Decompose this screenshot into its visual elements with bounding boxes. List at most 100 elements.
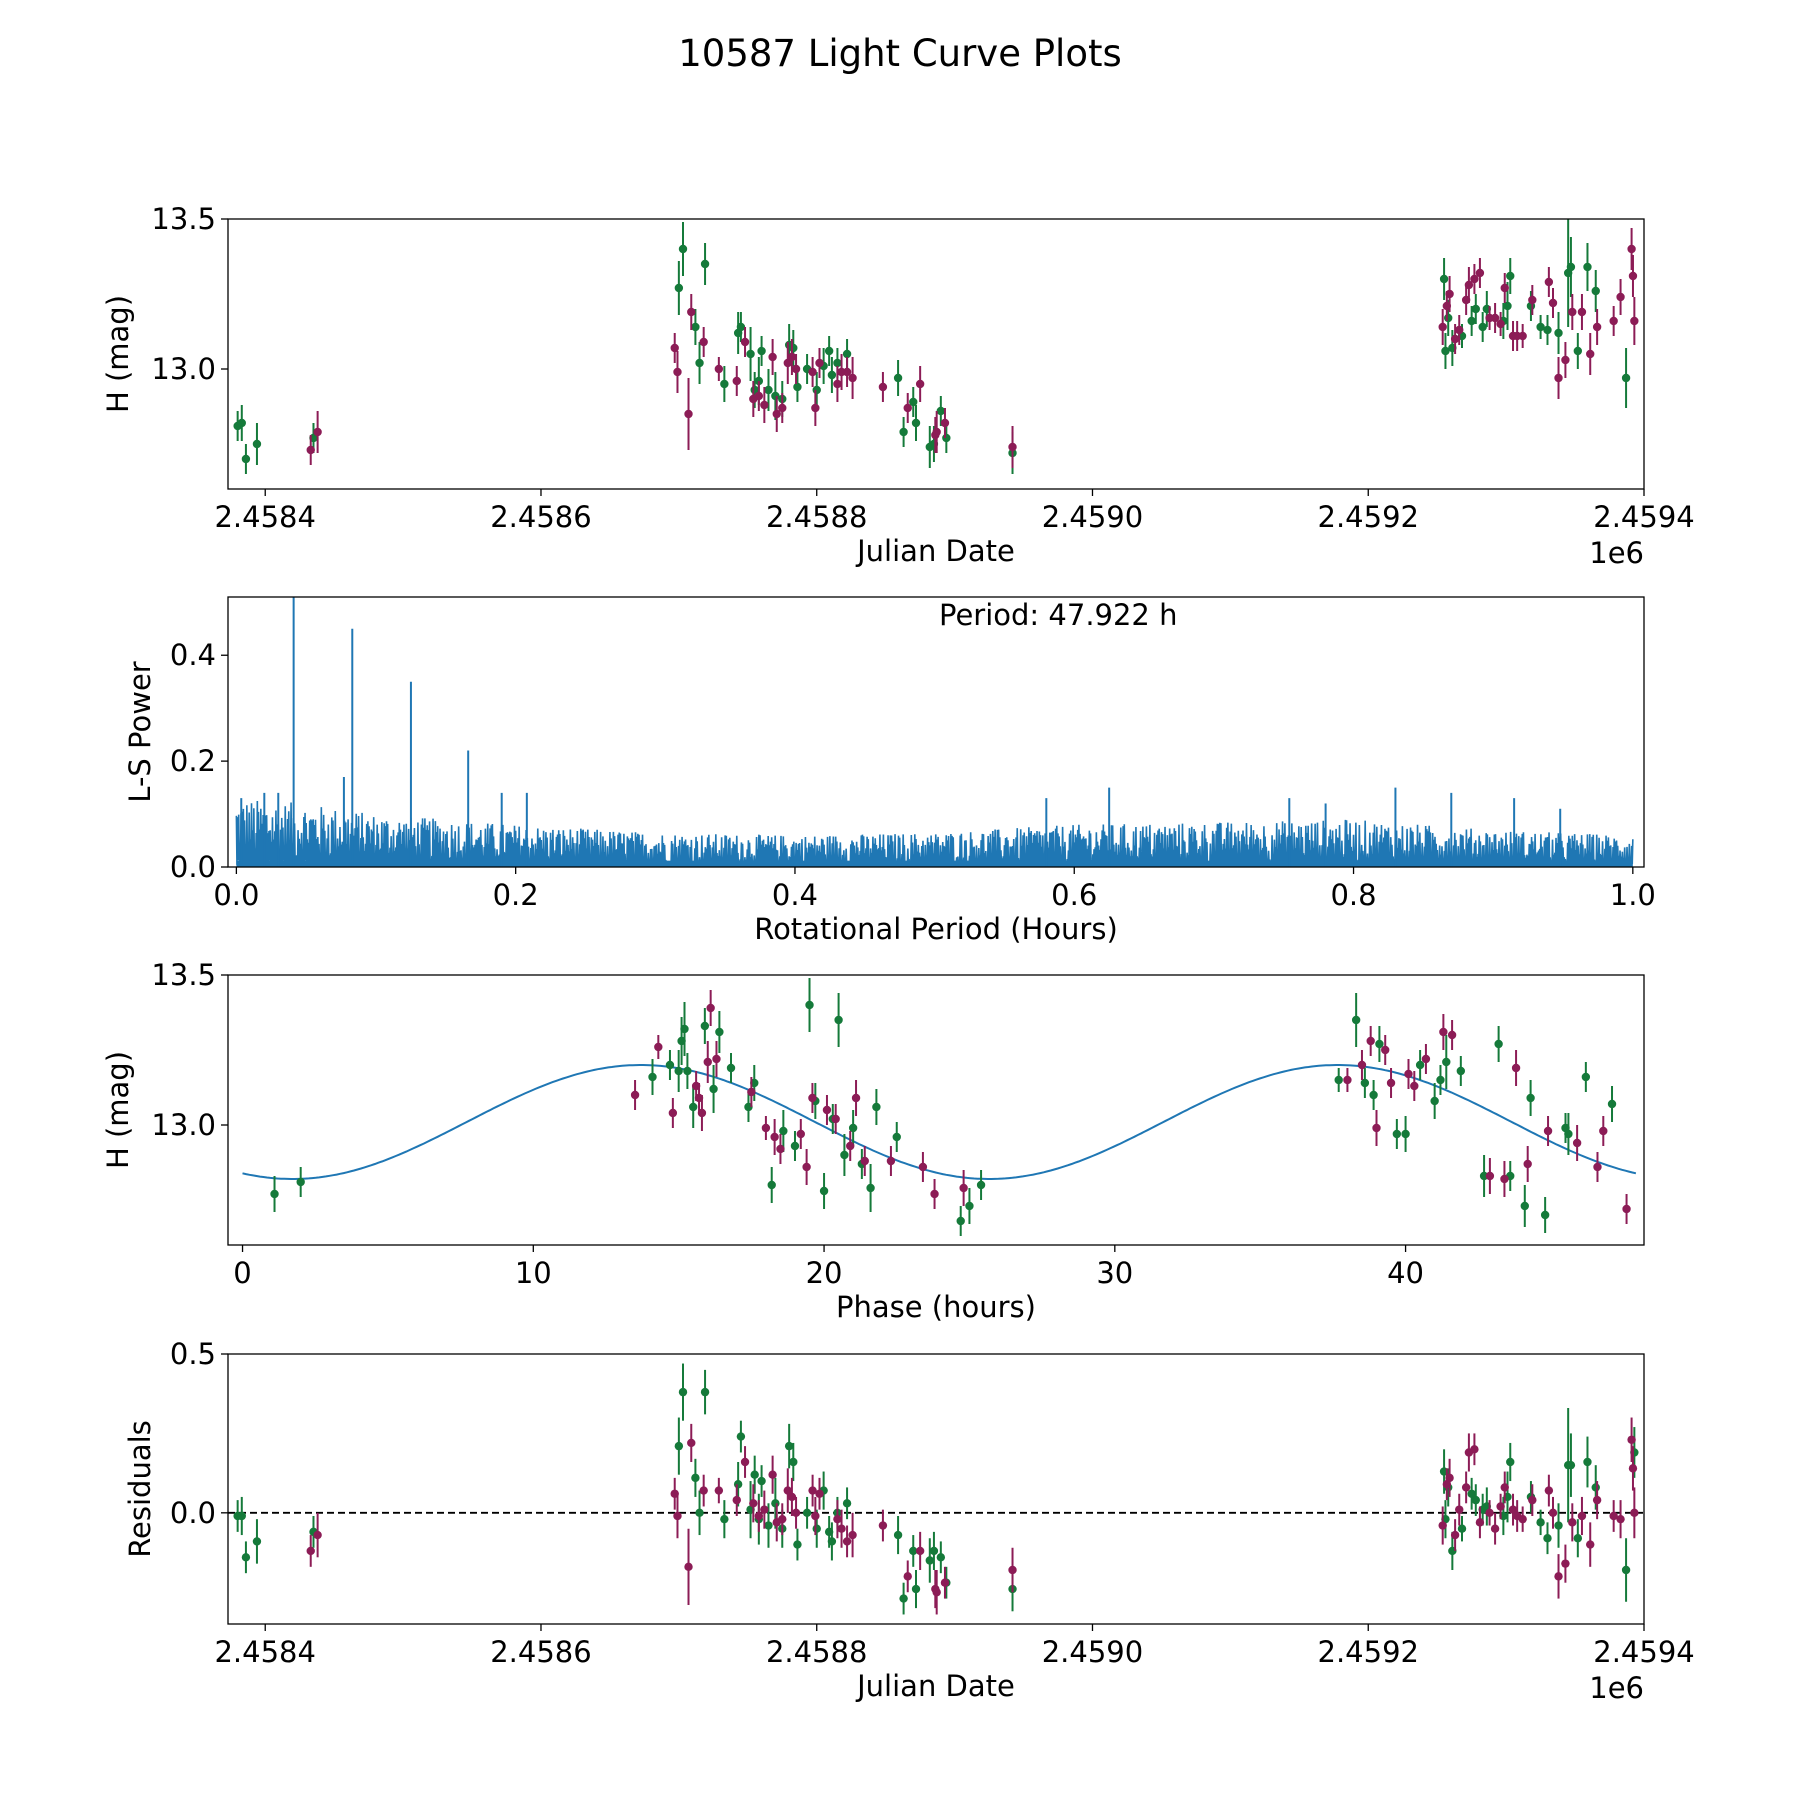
data-point [252,439,262,449]
data-point [784,1441,794,1451]
data-point [1401,1129,1410,1139]
data-point [976,1180,986,1190]
data-point [706,1003,715,1013]
data-point [846,1141,855,1151]
data-point [1410,1081,1419,1091]
data-point [764,1521,773,1530]
data-point [903,403,912,413]
plot-area-periodogram [235,597,1634,867]
data-point [306,1546,315,1556]
data-point [965,1201,974,1211]
data-point [237,1511,246,1521]
data-point [819,1186,829,1196]
data-point [840,1150,849,1160]
y-tick-label: 0.2 [170,744,216,778]
data-point [1343,1075,1352,1085]
data-point [790,1141,800,1151]
data-point [899,1594,908,1603]
data-point [687,307,696,317]
x-tick-label: 0.2 [493,878,539,912]
x-offset-text: 1e6 [1589,536,1644,570]
data-point [1536,322,1545,332]
data-point [1461,1483,1471,1492]
data-point [1621,373,1631,383]
data-point [1564,1129,1573,1139]
data-point [834,1015,843,1025]
data-point [842,1499,852,1508]
data-point [1456,1066,1466,1076]
data-point [936,406,946,416]
data-point [1572,1138,1582,1148]
data-point [915,1546,925,1556]
x-tick-label: 0.6 [1051,878,1097,912]
data-point [1630,1508,1639,1518]
data-point [925,1556,934,1565]
data-point [1577,1511,1587,1521]
data-point [932,427,941,437]
data-point [892,1132,901,1142]
data-point [802,1162,811,1172]
y-axis-label: L-S Power [123,661,157,802]
data-point [878,382,888,392]
data-point [851,1093,861,1103]
data-point [700,1021,710,1031]
data-point [1609,1511,1618,1521]
data-point [306,445,315,455]
fit-curve [242,1064,1637,1180]
data-point [754,1511,764,1521]
data-point [1528,295,1537,305]
y-tick-label: 0.5 [170,1337,216,1371]
data-point [909,397,918,407]
data-point [779,1126,788,1136]
data-point [1581,1072,1591,1082]
data-point [899,427,908,437]
data-point [1369,1090,1378,1100]
x-axis-label: Julian Date [855,534,1015,568]
data-point [1566,1460,1576,1470]
series-filter_b [306,228,1639,468]
x-tick-label: 2.4594 [1593,1635,1694,1669]
data-point [1561,1559,1570,1568]
data-point [837,1524,846,1533]
data-point [1628,1464,1638,1473]
data-point [678,1387,688,1397]
data-point [842,367,852,377]
data-point [670,343,679,353]
data-point [683,1066,692,1076]
data-point [770,1132,779,1142]
data-point [1470,1445,1479,1454]
x-axis-label: Rotational Period (Hours) [754,912,1118,946]
data-point [1544,1486,1554,1495]
data-point [1445,289,1454,299]
data-point [684,1562,693,1572]
data-point [648,1072,657,1082]
data-point [1500,1174,1509,1184]
x-tick-label: 2.4586 [490,1635,591,1669]
data-point [673,1511,682,1521]
data-point [1467,1489,1476,1498]
data-point [715,1027,724,1037]
data-point [678,244,688,254]
data-point [1573,1534,1583,1543]
data-point [878,1521,888,1530]
data-point [942,433,951,443]
data-point [911,1584,921,1594]
data-point [793,1540,802,1549]
data-point [1351,1015,1361,1025]
data-point [802,1508,812,1518]
data-point [674,283,684,293]
data-point [700,1387,710,1397]
data-point [771,1499,780,1508]
panel-periodogram: Period: 47.922 h 0.0 0.2 0.4 0.6 0.8 1.0 0.0 0.2… [123,596,1656,946]
data-point [747,1087,756,1097]
data-point [1457,1524,1467,1533]
data-point [1455,1505,1464,1514]
y-tick-label: 13.5 [151,958,216,992]
data-point [691,322,700,332]
data-point [940,418,950,428]
data-point [1360,1078,1370,1088]
data-point [1536,1518,1545,1527]
data-point [241,454,251,464]
data-point [714,1486,724,1495]
data-point [313,1530,322,1540]
